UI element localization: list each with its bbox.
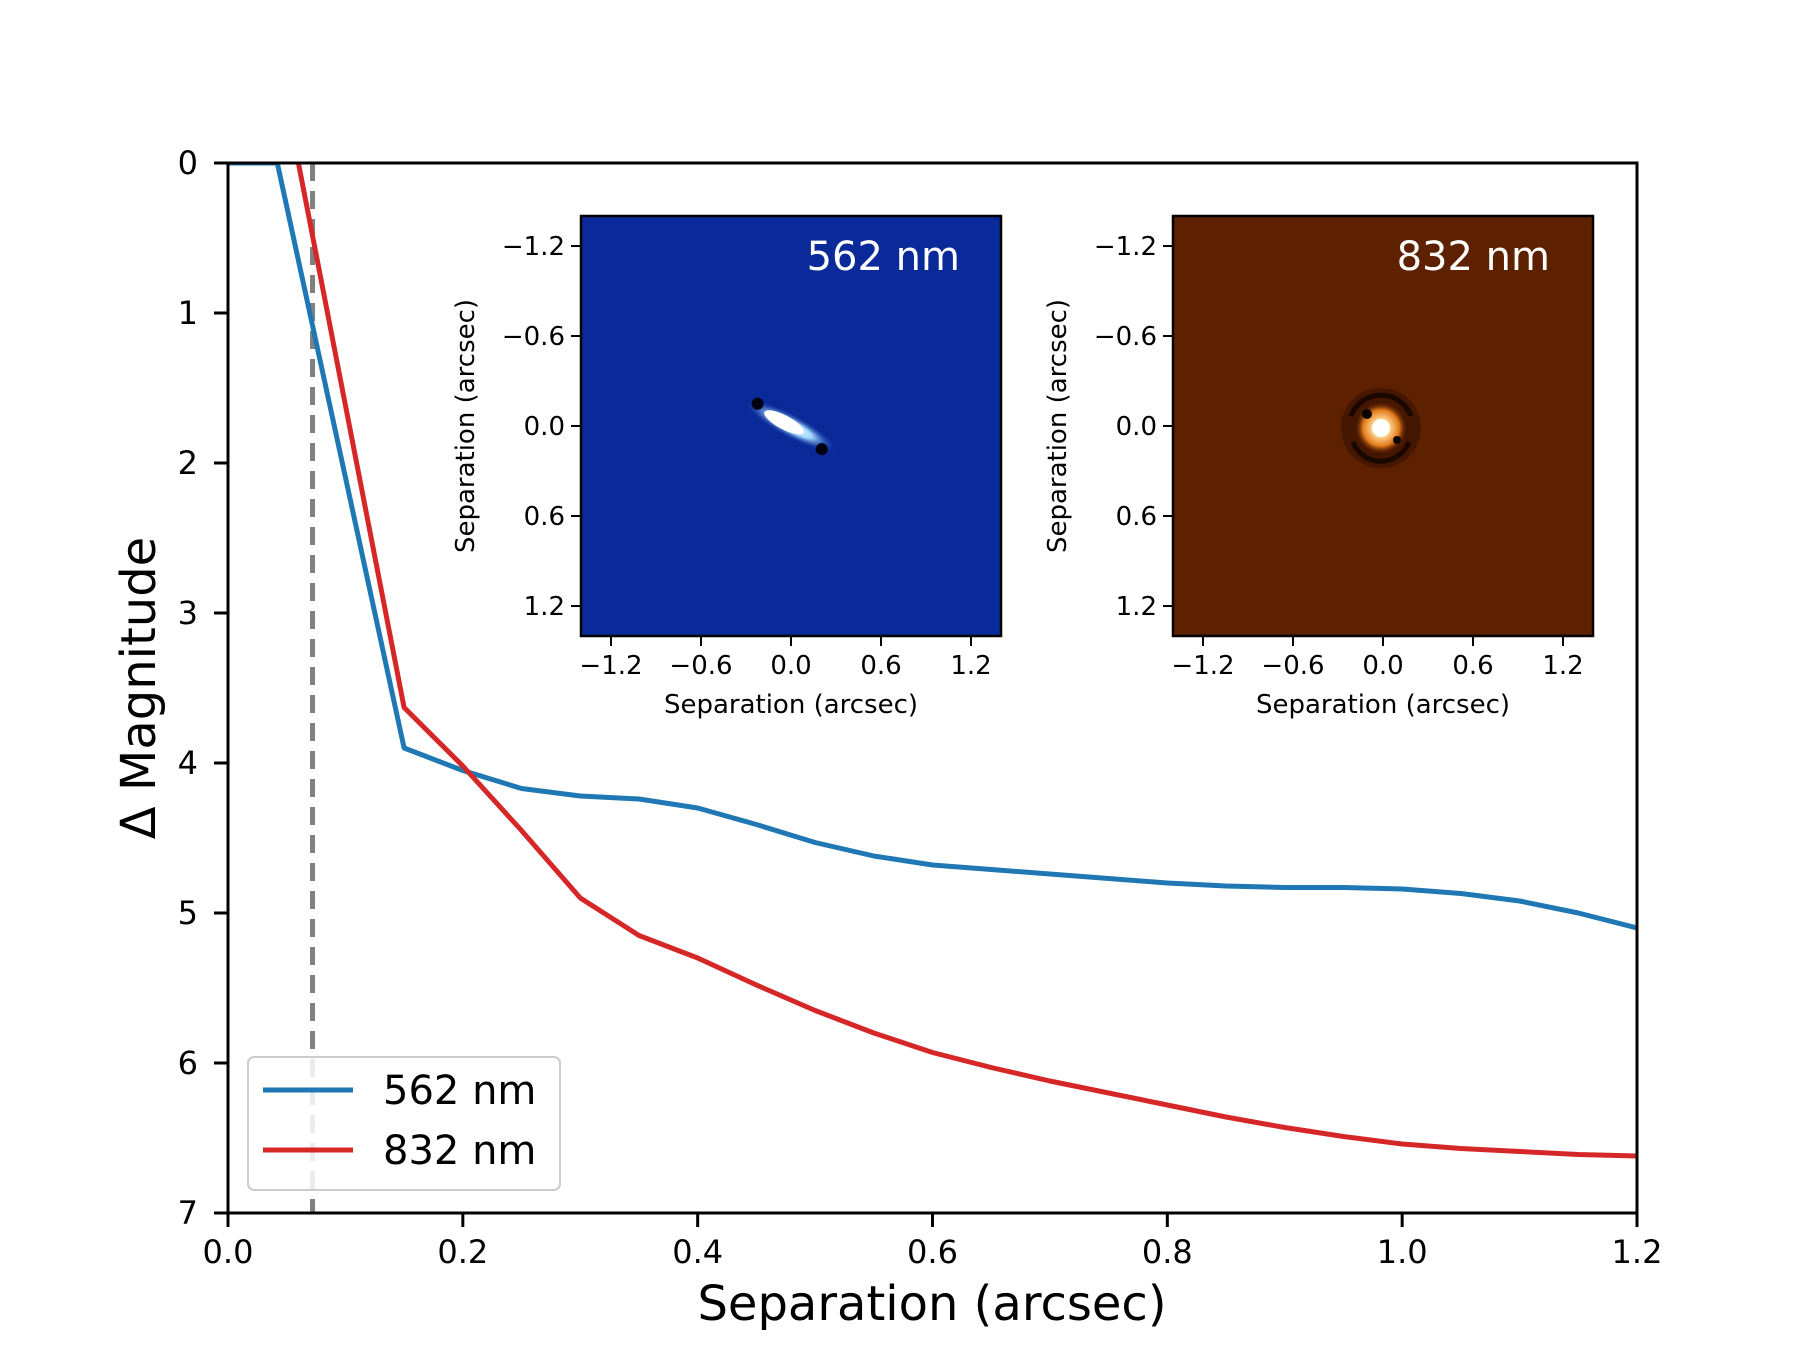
y-tick-label: 3 bbox=[178, 594, 198, 632]
inset-832nm-y-title: Separation (arcsec) bbox=[1043, 299, 1073, 553]
series-line-562nm bbox=[228, 163, 1637, 931]
inset-x-tick-label: 0.0 bbox=[1362, 651, 1403, 681]
inset-y-tick-label: −0.6 bbox=[1094, 322, 1157, 352]
inset-562nm-source bbox=[744, 397, 838, 456]
inset-x-tick-label: −0.6 bbox=[669, 651, 732, 681]
y-tick-label: 4 bbox=[178, 744, 198, 782]
y-axis-title: Δ Magnitude bbox=[111, 537, 167, 839]
inset-y-tick-label: 0.0 bbox=[1116, 412, 1157, 442]
x-tick-label: 1.2 bbox=[1612, 1233, 1663, 1271]
legend: 562 nm 832 nm bbox=[247, 1056, 561, 1191]
series-line-832nm bbox=[295, 163, 1637, 1159]
inset-x-tick-label: 1.2 bbox=[950, 651, 991, 681]
y-tick-label: 6 bbox=[178, 1044, 198, 1082]
inset-832nm-x-title: Separation (arcsec) bbox=[1256, 690, 1510, 720]
inset-562nm-label: 562 nm bbox=[807, 234, 960, 280]
inset-x-tick-label: 1.2 bbox=[1542, 651, 1583, 681]
inset-562nm-x-title: Separation (arcsec) bbox=[664, 690, 918, 720]
x-tick-label: 0.6 bbox=[907, 1233, 958, 1271]
main-plot: 0.0 0.2 0.4 0.6 0.8 1.0 1.2 0 1 2 3 4 5 6 7 Separation… bbox=[111, 144, 1662, 1332]
inset-x-tick-label: −1.2 bbox=[1171, 651, 1234, 681]
inset-y-tick-label: 1.2 bbox=[1116, 592, 1157, 622]
inset-y-tick-label: 0.6 bbox=[524, 502, 565, 532]
inset-x-tick-label: −1.2 bbox=[579, 651, 642, 681]
inset-832nm: 832 nm −1.2 −0.6 0.0 0.6 1.2 −1.2 −0.6 0.0 0.6 1.… bbox=[1043, 214, 1595, 720]
inset-x-tick-label: 0.6 bbox=[1452, 651, 1493, 681]
legend-label-832nm: 832 nm bbox=[383, 1128, 536, 1174]
y-tick-label: 5 bbox=[178, 894, 198, 932]
y-tick-label: 1 bbox=[178, 294, 198, 332]
y-tick-label: 2 bbox=[178, 444, 198, 482]
inset-x-tick-label: 0.0 bbox=[770, 651, 811, 681]
inset-y-tick-label: 0.6 bbox=[1116, 502, 1157, 532]
inset-y-tick-label: −0.6 bbox=[502, 322, 565, 352]
x-tick-label: 0.2 bbox=[437, 1233, 488, 1271]
y-tick-label: 7 bbox=[178, 1194, 198, 1232]
inset-562nm: 562 nm −1.2 −0.6 0.0 0.6 1.2 −1.2 −0.6 0.0 0.6 1.… bbox=[451, 214, 1003, 720]
inset-832nm-source bbox=[1341, 388, 1421, 468]
x-tick-label: 0.8 bbox=[1142, 1233, 1193, 1271]
x-tick-label: 1.0 bbox=[1377, 1233, 1428, 1271]
x-axis-title: Separation (arcsec) bbox=[697, 1276, 1166, 1332]
legend-label-562nm: 562 nm bbox=[383, 1068, 536, 1114]
x-tick-label: 0.0 bbox=[203, 1233, 254, 1271]
inset-832nm-label: 832 nm bbox=[1397, 234, 1550, 280]
inset-x-tick-label: 0.6 bbox=[860, 651, 901, 681]
inset-y-tick-label: −1.2 bbox=[502, 232, 565, 262]
inset-562nm-y-title: Separation (arcsec) bbox=[451, 299, 481, 553]
inset-x-tick-label: −0.6 bbox=[1261, 651, 1324, 681]
inset-y-tick-label: 1.2 bbox=[524, 592, 565, 622]
y-tick-label: 0 bbox=[178, 144, 198, 182]
inset-y-tick-label: −1.2 bbox=[1094, 232, 1157, 262]
x-tick-label: 0.4 bbox=[672, 1233, 723, 1271]
inset-y-tick-label: 0.0 bbox=[524, 412, 565, 442]
